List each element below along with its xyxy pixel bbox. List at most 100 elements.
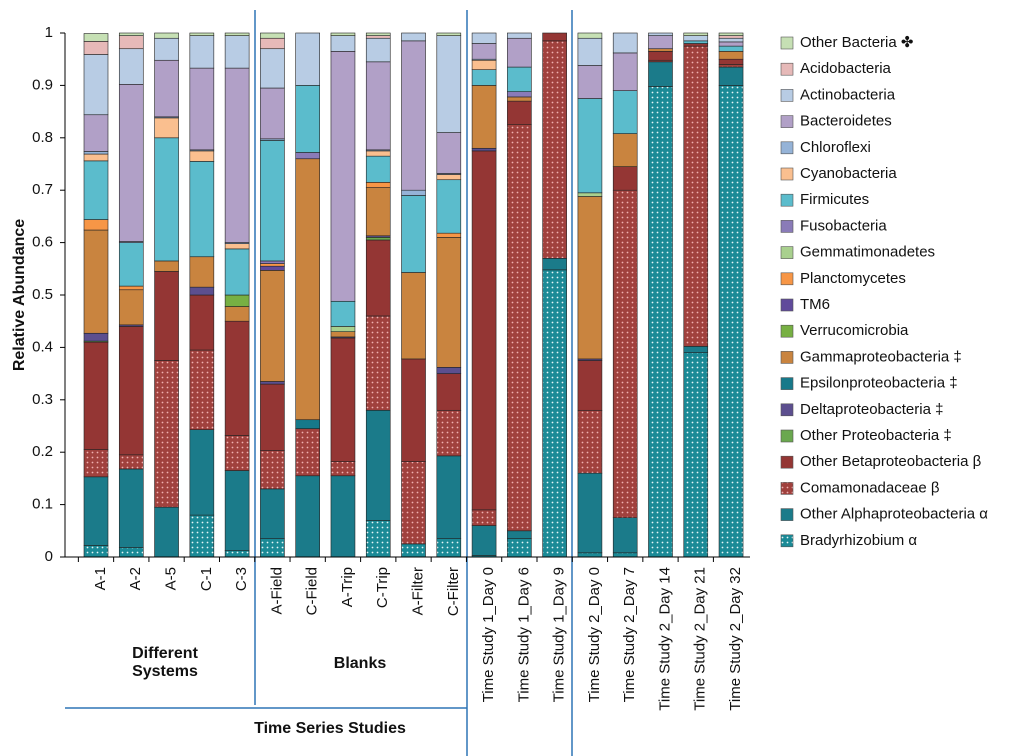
legend-swatch [780, 220, 794, 233]
legend-swatch [780, 455, 794, 469]
bar-segment [295, 85, 320, 153]
bar-segment [118, 326, 144, 456]
bar-segment [83, 449, 109, 478]
bar-segment [83, 332, 109, 342]
bar-segment [260, 48, 285, 89]
legend-label: Chloroflexi [800, 139, 871, 156]
x-tick-label: A-Field [268, 567, 285, 615]
bar-segment [471, 59, 497, 70]
bar-segment [260, 32, 285, 39]
bar-segment [330, 326, 356, 332]
bar-segment [577, 552, 603, 558]
bar-segment [436, 237, 462, 368]
bar-segment [471, 69, 497, 86]
bar-segment [507, 91, 532, 98]
bar-segment [577, 472, 603, 554]
bar-segment [683, 346, 709, 353]
bar-segment [718, 58, 744, 65]
bar-segment [224, 550, 250, 558]
group-label: Time Series Studies [254, 720, 406, 737]
bar-segment [507, 530, 532, 539]
bar-segment [330, 475, 356, 558]
bar-segment [83, 229, 109, 334]
bar-segment [154, 117, 179, 139]
bar-segment [577, 360, 603, 411]
bar-segment [295, 152, 320, 160]
y-tick-label: 0.3 [32, 391, 53, 408]
bar-segment [83, 545, 109, 558]
legend-label: Planctomycetes [800, 270, 906, 287]
bar-segment [118, 242, 144, 287]
bar-segment [260, 381, 285, 385]
bar-segment [224, 435, 250, 471]
bar-segment [612, 32, 638, 54]
bar-segment [189, 514, 215, 558]
legend-swatch [780, 167, 794, 181]
y-tick-label: 0.5 [32, 286, 53, 303]
bar-segment [365, 409, 391, 521]
bar-segment [507, 124, 532, 532]
bar-segment [189, 32, 215, 36]
bar-segment [436, 35, 462, 133]
bar-segment [365, 35, 391, 39]
legend-label: Other Alphaproteobacteria α [800, 506, 988, 523]
bar-segment [436, 32, 462, 36]
bar-segment [118, 468, 144, 548]
bar-segment [471, 43, 497, 60]
legend-label: Acidobacteria [800, 60, 892, 77]
bar-segment [436, 367, 462, 374]
bar-segment [683, 40, 709, 44]
x-tick-label: Time Study 2_Day 32 [727, 567, 744, 711]
legend-label: Comamonadaceae β [800, 479, 940, 496]
bar-segment [401, 32, 426, 42]
legend-swatch [780, 351, 794, 364]
bar-segment [224, 306, 250, 322]
bar-segment [260, 383, 285, 451]
x-tick-label: A-Filter [409, 567, 426, 615]
bar-segment [295, 158, 320, 421]
legend-label: Verrucomicrobia [800, 322, 909, 339]
bar-segment [683, 352, 709, 558]
bar-segment [365, 61, 391, 151]
bar-segment [577, 32, 603, 39]
bar-segment [189, 256, 215, 288]
legend-label: Deltaproteobacteria ‡ [800, 401, 943, 418]
legend-label: Bradyrhizobium α [800, 532, 917, 549]
bar-segment [118, 48, 144, 85]
bar-segment [154, 360, 179, 508]
bar-segment [718, 51, 744, 60]
bar-segment [612, 189, 638, 518]
legend-label: Other Bacteria ✤ [800, 34, 913, 51]
bar-segment [330, 32, 356, 36]
x-tick-label: C-Field [304, 567, 321, 615]
bar-segment [83, 114, 109, 152]
x-tick-label: A-1 [92, 567, 109, 590]
x-tick-label: C-Trip [374, 567, 391, 608]
bar-segment [507, 32, 532, 39]
bar-segment [648, 61, 673, 87]
bar-segment [330, 337, 356, 462]
bar-segment [260, 263, 285, 267]
x-tick-label: Time Study 2_Day 21 [692, 567, 709, 711]
bar-segment [365, 32, 391, 36]
bar-segment [365, 155, 391, 183]
bar-segment [401, 40, 426, 191]
bar-segment [83, 341, 109, 450]
y-tick-label: 0.7 [32, 181, 53, 198]
bar-segment [118, 289, 144, 326]
bar-segment [260, 140, 285, 262]
legend-label: Fusobacteria [800, 217, 887, 234]
bar-segment [436, 232, 462, 238]
legend-label: Other Betaproteobacteria β [800, 453, 982, 470]
bar-segment [648, 35, 673, 50]
bar-segment [260, 488, 285, 539]
bar-segment [260, 270, 285, 382]
legend-label: Actinobacteria [800, 86, 896, 103]
legend-swatch [780, 89, 794, 102]
legend-swatch [780, 508, 794, 521]
bar-segment [577, 192, 603, 197]
bar-segment [436, 174, 462, 181]
bar-segment [83, 160, 109, 220]
bar-segment [260, 265, 285, 271]
bar-segment [683, 43, 709, 47]
